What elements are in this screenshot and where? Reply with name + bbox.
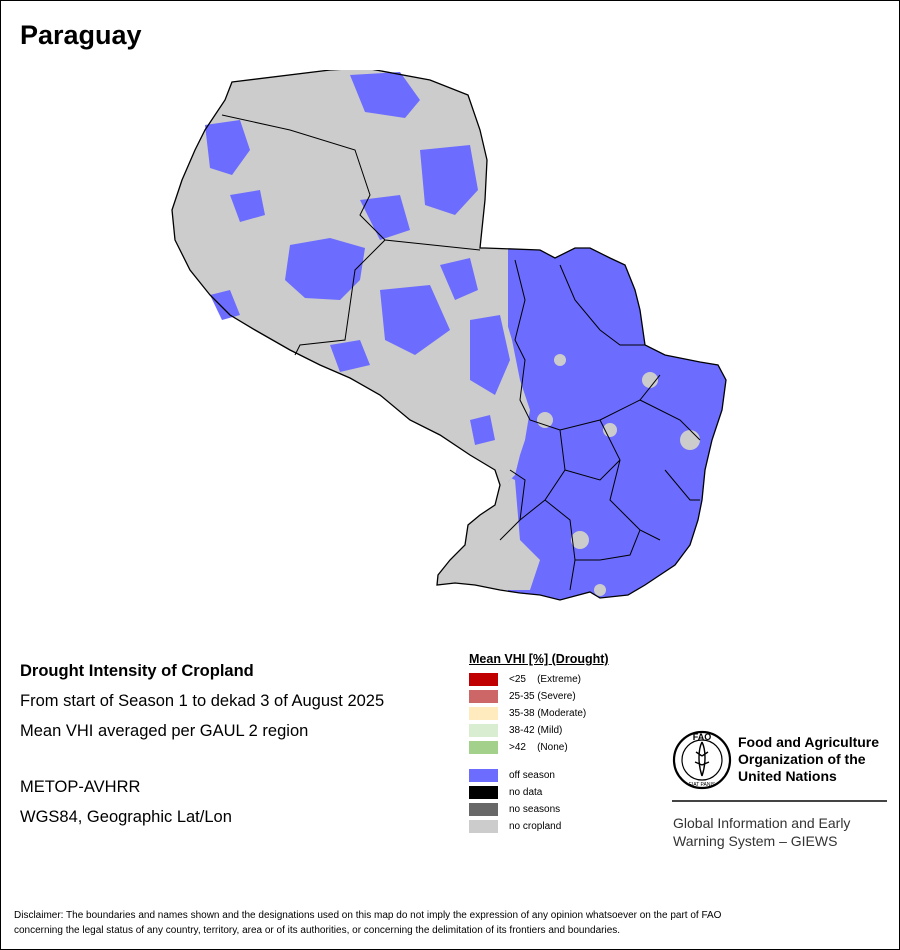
disclaimer: Disclaimer: The boundaries and names sho… [14,908,884,938]
legend-item-row: 25-35 (Severe) [469,688,609,705]
fao-divider [672,800,887,802]
legend-status-row: no seasons [469,801,609,818]
legend-item-row: 38-42 (Mild) [469,722,609,739]
legend: Mean VHI [%] (Drought) <25 (Extreme) 25-3… [469,652,609,835]
giews-text: Global Information and Early Warning Sys… [673,814,893,850]
region-boundaries [221,114,701,591]
giews-line2: Warning System – GIEWS [673,833,838,849]
map-info: Drought Intensity of Cropland From start… [20,656,384,832]
legend-status-row: no data [469,784,609,801]
legend-item-label: <25 (Extreme) [509,674,581,685]
legend-item-label: 25-35 (Severe) [509,691,576,702]
paraguay-map [171,70,727,601]
fao-name-line1: Food and Agriculture [738,734,880,750]
legend-item-label: 35-38 (Moderate) [509,708,587,719]
fao-logo-icon: FAO FIAT PANIS [672,730,732,790]
legend-item-row: 35-38 (Moderate) [469,705,609,722]
legend-status-label: no cropland [509,821,562,832]
legend-item-swatch [469,707,498,720]
legend-item-swatch [469,741,498,754]
legend-status-row: off season [469,767,609,784]
legend-status-swatch [469,820,498,833]
fao-logo-text: FAO [693,732,712,742]
disclaimer-line2: concerning the legal status of any count… [14,925,621,936]
info-period: From start of Season 1 to dekad 3 of Aug… [20,692,385,710]
info-sensor: METOP-AVHRR [20,778,141,796]
legend-title: Mean VHI [%] (Drought) [469,652,609,666]
legend-status-swatch [469,769,498,782]
disclaimer-line1: Disclaimer: The boundaries and names sho… [14,910,722,921]
info-heading: Drought Intensity of Cropland [20,662,254,680]
legend-item-row: <25 (Extreme) [469,671,609,688]
country-border [171,70,727,601]
fao-name-line3: United Nations [738,768,837,784]
legend-item-label: 38-42 (Mild) [509,725,563,736]
legend-status-label: off season [509,770,555,781]
legend-status-label: no seasons [509,804,561,815]
legend-status-swatch [469,803,498,816]
western-off-season-patches [205,72,510,445]
giews-line1: Global Information and Early [673,815,851,831]
fao-logo-motto: FIAT PANIS [689,782,716,788]
legend-item-row: >42 (None) [469,739,609,756]
legend-item-swatch [469,724,498,737]
legend-status-swatch [469,786,498,799]
legend-item-label: >42 (None) [509,742,568,753]
fao-name: Food and Agriculture Organization of the… [738,734,898,785]
info-method: Mean VHI averaged per GAUL 2 region [20,722,309,740]
fao-name-line2: Organization of the [738,751,866,767]
legend-status-label: no data [509,787,543,798]
legend-item-swatch [469,690,498,703]
legend-item-swatch [469,673,498,686]
info-projection: WGS84, Geographic Lat/Lon [20,808,232,826]
legend-status-row: no cropland [469,818,609,835]
map-title: Paraguay [20,20,142,50]
